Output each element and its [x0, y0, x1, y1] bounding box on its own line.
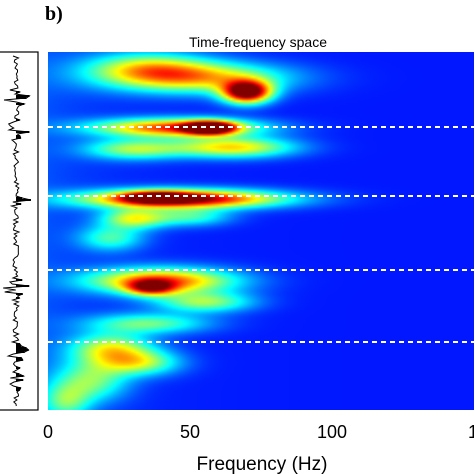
trace-fill-segment [16, 367, 20, 369]
trace-fill-segment [16, 349, 29, 351]
trace-fill-segment [16, 203, 22, 205]
trace-fill-segment [16, 95, 30, 97]
trace-fill-segment [16, 387, 21, 389]
x-axis-ticks: 0 50 100 1 [43, 422, 474, 442]
trace-fill-segment [16, 91, 20, 93]
trace-fill-segment [16, 375, 24, 377]
trace-fill-segment [16, 285, 30, 287]
trace-fill-segment [16, 351, 25, 353]
trace-fill-segment [16, 293, 23, 295]
trace-fill-segment [16, 343, 20, 345]
heatmap-plot [48, 52, 474, 410]
trace-fill-segment [16, 347, 27, 349]
heatmap-image [48, 52, 474, 410]
trace-fill-segment [16, 135, 21, 137]
trace-fill-segment [16, 97, 27, 99]
x-axis-label: Frequency (Hz) [197, 454, 328, 474]
trace-fill-segment [16, 345, 22, 347]
chart-title: Time-frequency space [189, 34, 327, 50]
trace-fill-segment [16, 199, 31, 201]
trace-fill-segment [16, 103, 25, 105]
panel-letter: b) [45, 3, 63, 25]
trace-fill-segment [16, 379, 24, 381]
trace-fill-segment [16, 389, 20, 391]
trace-fill-segment [16, 279, 23, 281]
trace-fill-segment [16, 131, 30, 133]
x-tick-label: 1 [468, 422, 474, 442]
trace-fill-segment [16, 119, 20, 121]
trace-fill-segment [16, 197, 23, 199]
trace-fill-segment [16, 357, 22, 359]
trace-panel [0, 51, 39, 411]
x-tick-label: 0 [43, 422, 53, 442]
trace-fill-segment [16, 373, 20, 375]
x-tick-label: 50 [180, 422, 200, 442]
trace-fill-segment [16, 137, 21, 139]
seismic-trace-fill [16, 91, 31, 391]
trace-fill-segment [16, 359, 23, 361]
x-tick-label: 100 [317, 422, 347, 442]
dashed-lines [48, 126, 474, 343]
trace-fill-segment [16, 297, 20, 299]
